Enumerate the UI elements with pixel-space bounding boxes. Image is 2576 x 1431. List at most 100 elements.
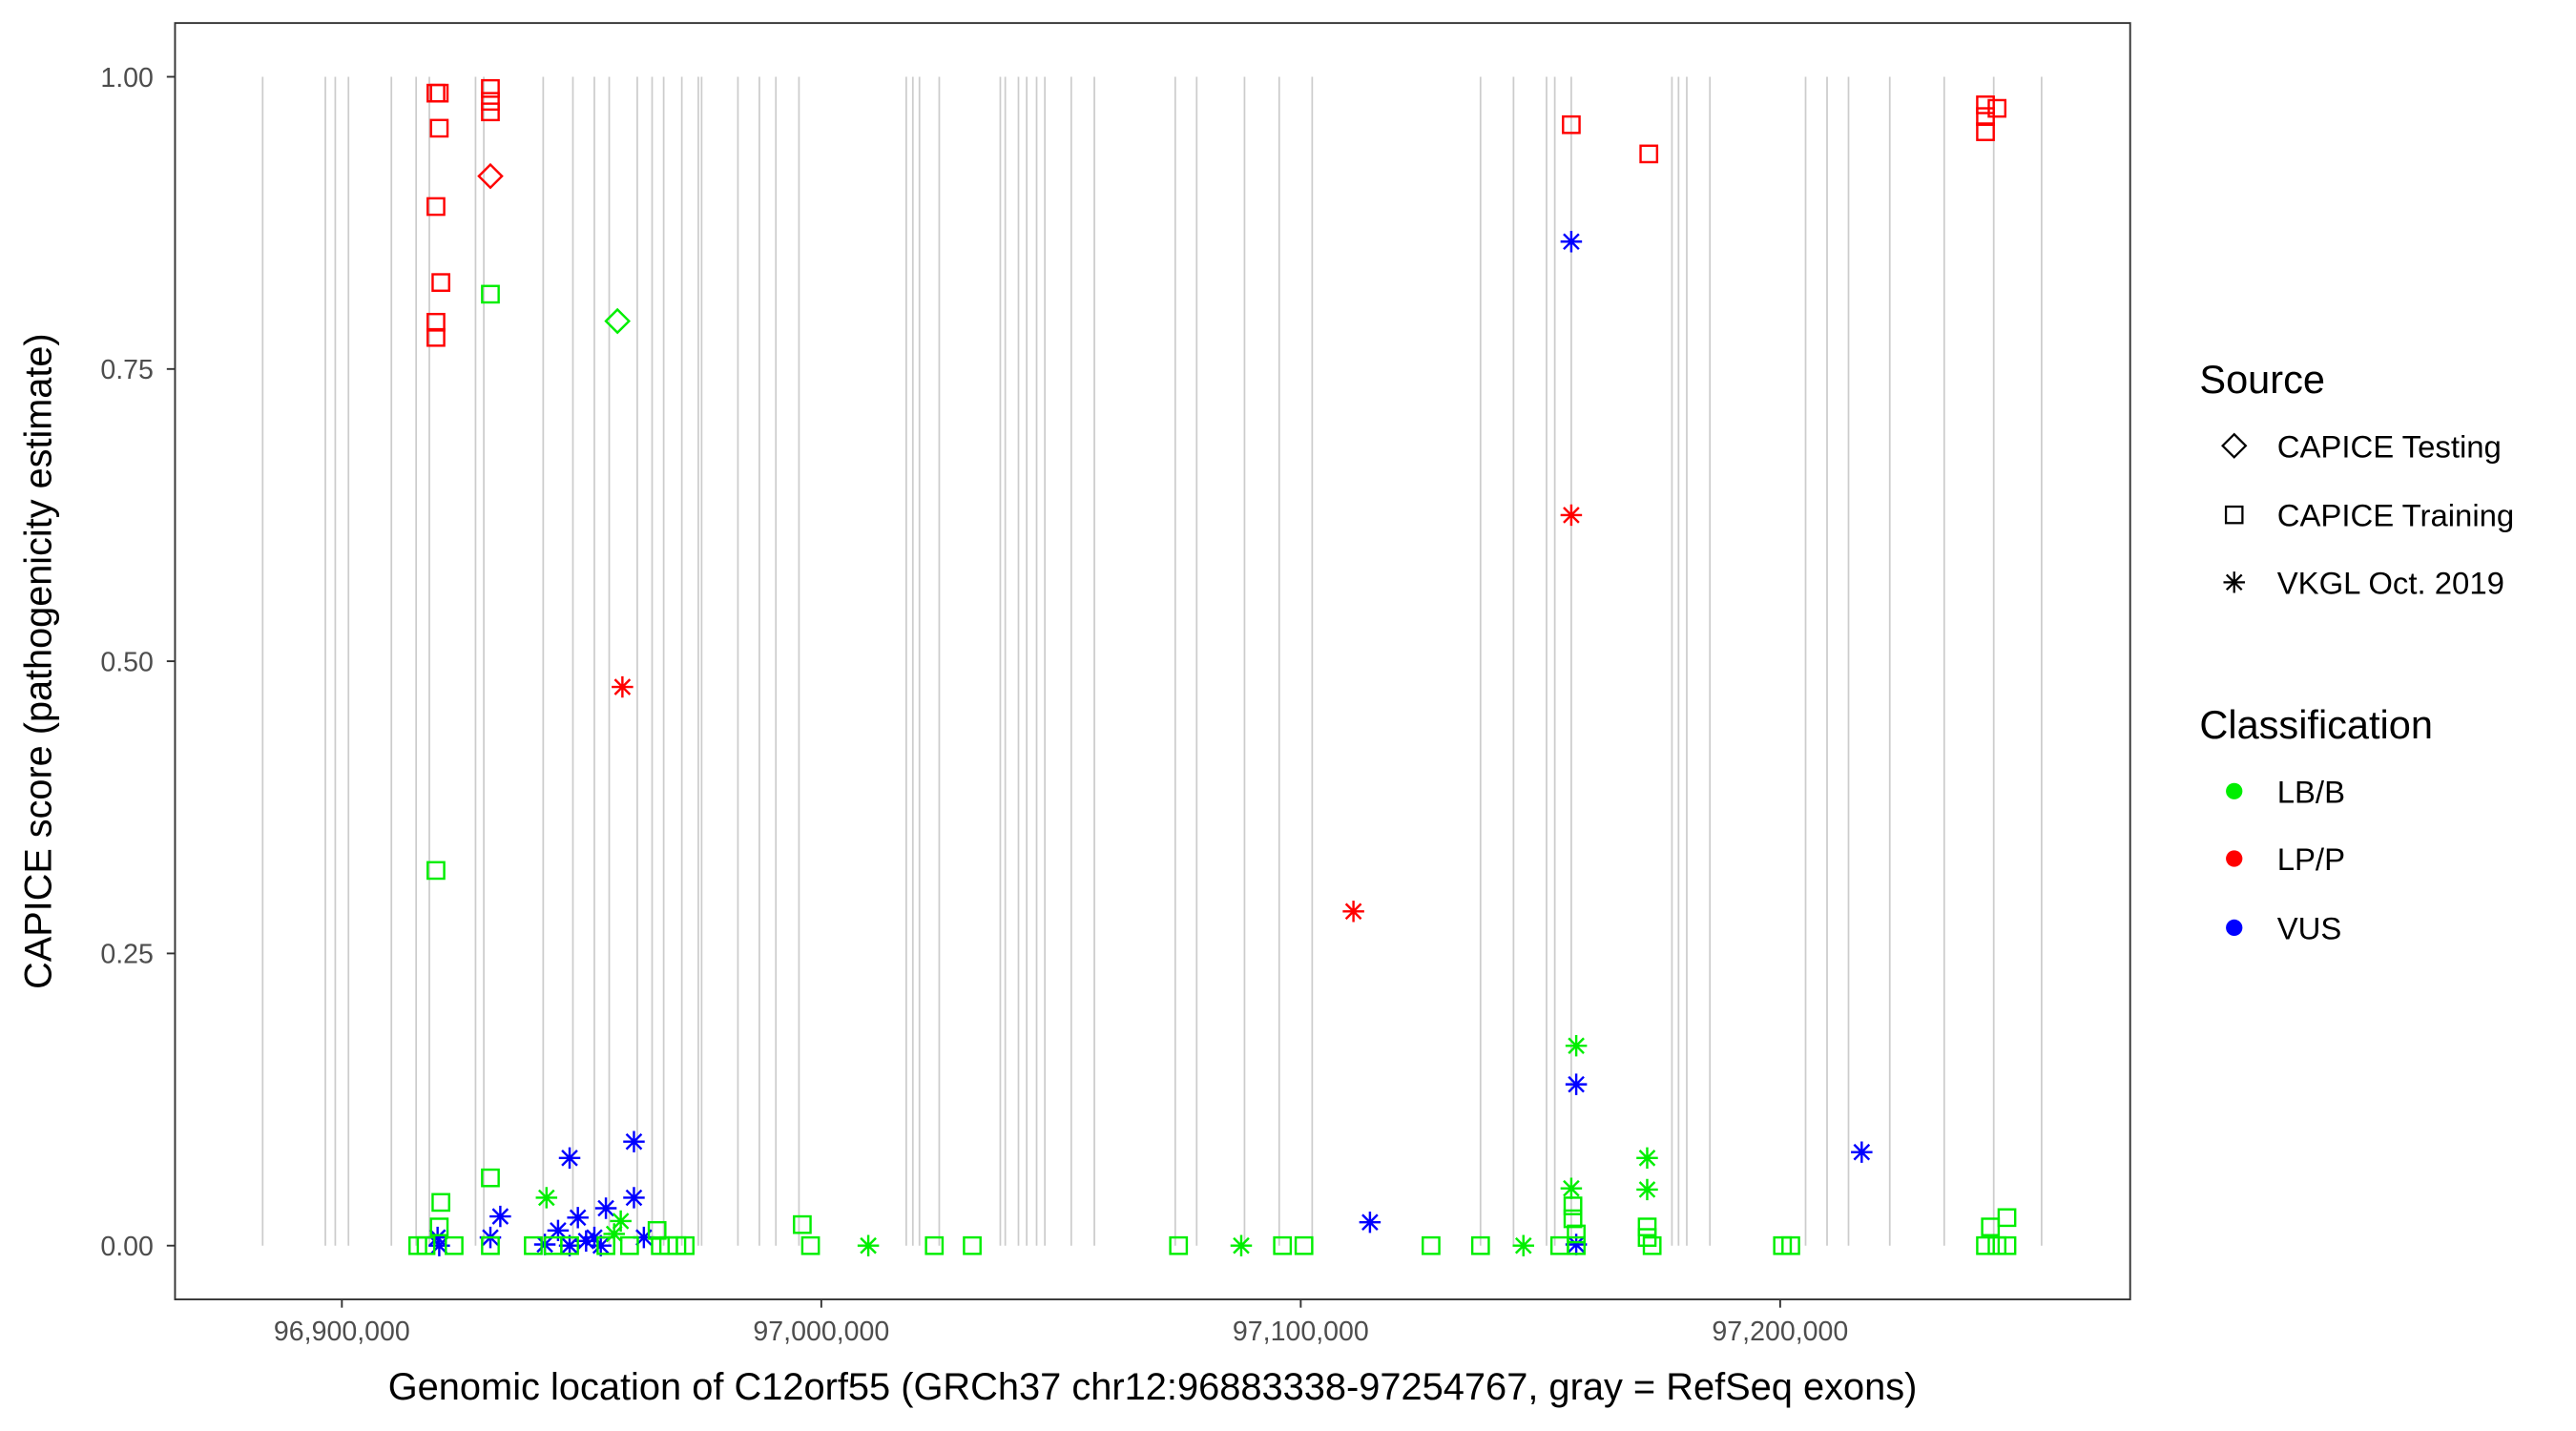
data-point — [1560, 504, 1583, 527]
data-point — [481, 1168, 500, 1188]
square-marker — [800, 1235, 821, 1255]
diamond-marker — [2221, 432, 2248, 459]
data-point — [1359, 1211, 1381, 1234]
diamond-marker — [604, 307, 632, 335]
legend-label-capice-training: CAPICE Training — [2277, 498, 2515, 533]
asterisk-marker — [857, 1234, 880, 1256]
data-point — [1987, 1235, 2007, 1255]
data-point — [524, 1235, 543, 1255]
square-marker — [1294, 1235, 1314, 1255]
square-marker — [524, 1235, 543, 1255]
data-point — [1997, 1235, 2017, 1255]
data-point — [535, 1187, 558, 1209]
square-marker — [481, 92, 500, 112]
square-marker — [429, 118, 449, 138]
legend-classification-title: Classification — [2199, 702, 2433, 747]
square-marker — [1987, 98, 2007, 118]
asterisk-marker — [633, 1226, 655, 1249]
square-marker — [1563, 1196, 1583, 1215]
data-point — [428, 1234, 450, 1256]
data-point — [429, 118, 449, 138]
data-point — [547, 1219, 570, 1241]
data-point — [1976, 1235, 1995, 1255]
y-tick-label: 0.50 — [100, 647, 154, 677]
square-marker — [429, 1217, 449, 1236]
data-point — [1563, 1209, 1583, 1229]
square-marker — [1997, 1235, 2017, 1255]
data-point — [1560, 1177, 1583, 1199]
asterisk-marker — [612, 675, 634, 698]
square-marker — [1637, 1217, 1657, 1236]
asterisk-marker — [1359, 1211, 1381, 1234]
legend-key-asterisk-icon — [2223, 571, 2245, 593]
asterisk-marker — [2223, 571, 2245, 593]
square-marker — [1976, 122, 1995, 141]
data-point — [1567, 1224, 1586, 1244]
square-marker — [429, 83, 449, 103]
data-point — [1294, 1235, 1314, 1255]
data-point — [481, 102, 500, 122]
square-marker — [481, 78, 500, 98]
square-marker — [1997, 1208, 2017, 1228]
legend-label-lbb: LB/B — [2277, 774, 2345, 809]
asterisk-marker — [623, 1187, 645, 1209]
asterisk-marker — [558, 1234, 581, 1256]
asterisk-marker — [1342, 901, 1364, 923]
data-point — [633, 1226, 655, 1249]
data-point — [1997, 1208, 2017, 1228]
asterisk-marker — [1636, 1178, 1658, 1201]
data-point — [426, 1226, 448, 1249]
data-point — [1567, 1235, 1586, 1255]
data-point — [610, 1210, 632, 1233]
data-point — [426, 327, 446, 347]
asterisk-marker — [610, 1210, 632, 1233]
data-point — [429, 83, 449, 103]
data-point — [481, 284, 500, 304]
square-marker — [481, 1235, 500, 1255]
data-point — [924, 1235, 945, 1255]
legend-key-square-icon — [2224, 505, 2244, 525]
data-point — [426, 312, 446, 332]
data-point — [1639, 144, 1659, 164]
legend-label-vkgl: VKGL Oct. 2019 — [2277, 565, 2504, 600]
square-marker — [1567, 1235, 1586, 1255]
square-marker — [1169, 1235, 1189, 1255]
square-marker — [675, 1235, 695, 1255]
square-marker — [481, 284, 500, 304]
asterisk-marker — [1851, 1141, 1873, 1163]
data-point — [1636, 1147, 1658, 1170]
square-marker — [1470, 1235, 1490, 1255]
asterisk-marker — [1512, 1234, 1535, 1256]
data-point — [623, 1187, 645, 1209]
data-points — [408, 78, 2017, 1256]
square-marker — [924, 1235, 945, 1255]
asterisk-marker — [1560, 1177, 1583, 1199]
square-marker — [1976, 1235, 1995, 1255]
square-marker — [596, 1235, 615, 1255]
data-point — [1976, 122, 1995, 141]
data-point — [1422, 1235, 1441, 1255]
data-point — [416, 1235, 436, 1255]
asterisk-marker — [547, 1219, 570, 1241]
legend-key-dot-icon — [2226, 919, 2243, 937]
circle-marker — [2226, 919, 2243, 937]
data-point — [477, 162, 504, 190]
data-point — [647, 1220, 667, 1240]
data-point — [594, 1197, 617, 1219]
data-point — [612, 675, 634, 698]
data-point — [603, 1223, 625, 1245]
data-point — [426, 197, 446, 217]
square-marker — [1639, 144, 1659, 164]
data-point — [590, 1234, 612, 1256]
y-tick-label: 0.75 — [100, 355, 154, 385]
data-point — [1565, 1073, 1588, 1095]
y-tick-label: 1.00 — [100, 63, 154, 93]
square-marker — [560, 1235, 579, 1255]
data-point — [596, 1235, 615, 1255]
legend-key-dot-icon — [2226, 782, 2243, 799]
data-point — [1169, 1235, 1189, 1255]
data-point — [481, 1235, 500, 1255]
data-point — [1637, 1217, 1657, 1236]
